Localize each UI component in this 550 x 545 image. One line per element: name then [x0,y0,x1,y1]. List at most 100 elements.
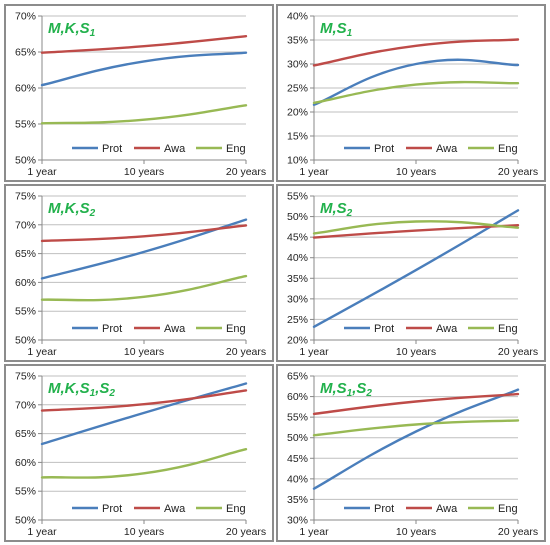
chart-title: M,K,S2 [48,200,95,219]
legend-label: Awa [436,503,458,515]
y-tick-label: 10% [287,155,308,167]
y-tick-label: 65% [287,371,308,383]
chart-svg: 10% 15% 20% 25% 30% 35% 40% 1 year 10 years 20 ye… [287,11,538,179]
title-text: M,S [320,20,347,37]
x-tick-label: 1 year [299,166,329,178]
x-tick-label: 20 years [498,346,538,358]
title-text: M,K,S [48,20,90,37]
series-line-awa [312,392,520,416]
y-tick-label: 50% [15,515,36,527]
y-tick-label: 35% [287,494,308,506]
y-tick-label: 60% [15,277,36,289]
y-tick-label: 15% [287,131,308,143]
y-tick-label: 60% [15,457,36,469]
legend-label: Awa [164,323,186,335]
chart-panel: M,S1 10% 15% 20% 25% 30% 35% 40% 1 year 10 years 2… [276,4,546,182]
x-tick-label: 1 year [299,526,329,538]
y-tick-label: 70% [15,219,36,231]
legend-label: Eng [226,143,246,155]
legend-label: Prot [374,503,394,515]
legend-label: Eng [498,143,518,155]
series-line-eng [312,220,520,235]
y-tick-label: 40% [287,11,308,23]
y-tick-label: 35% [287,273,308,285]
x-tick-label: 10 years [124,166,164,178]
y-tick-label: 35% [287,35,308,47]
y-tick-label: 30% [287,293,308,305]
y-tick-label: 20% [287,335,308,347]
x-tick-label: 1 year [27,346,57,358]
title-text: M,K,S [48,200,90,217]
y-tick-label: 55% [15,119,36,131]
legend-label: Prot [102,143,122,155]
y-tick-label: 55% [287,191,308,203]
chart-svg: 30% 35% 40% 45% 50% 55% 60% 65% 1 year 10 years 20… [287,371,538,539]
y-tick-label: 40% [287,473,308,485]
series-line-eng [40,104,248,125]
x-tick-label: 10 years [396,166,436,178]
chart-svg: 50% 55% 60% 65% 70% 75% 1 year 10 years 20 years… [15,371,266,539]
title-text: M,S [320,380,347,397]
chart-title: M,S2 [320,200,352,219]
legend-label: Eng [226,503,246,515]
title-subscript: 1 [346,28,353,39]
y-tick-label: 30% [287,59,308,71]
x-tick-label: 20 years [226,166,266,178]
legend-label: Prot [374,323,394,335]
x-tick-label: 1 year [27,526,57,538]
x-tick-label: 20 years [498,166,538,178]
series-line-prot [312,58,520,106]
title-subscript: 1 [89,388,96,399]
title-subscript: 1 [346,388,353,399]
x-tick-label: 1 year [299,346,329,358]
series-line-awa [312,38,520,67]
x-tick-label: 10 years [124,346,164,358]
x-tick-label: 10 years [396,526,436,538]
y-tick-label: 50% [15,335,36,347]
series-line-awa [40,35,248,54]
y-tick-label: 30% [287,515,308,527]
series-line-prot [312,388,520,490]
legend-label: Prot [374,143,394,155]
title-text: M,S [320,200,347,217]
y-tick-label: 75% [15,371,36,383]
series-line-prot [40,382,248,446]
series-line-prot [40,51,248,87]
series-line-eng [40,274,248,302]
title-text: M,K,S [48,380,90,397]
y-tick-label: 50% [287,211,308,223]
legend-label: Prot [102,503,122,515]
y-tick-label: 25% [287,314,308,326]
y-tick-label: 60% [287,391,308,403]
legend-label: Awa [164,143,186,155]
y-tick-label: 55% [15,486,36,498]
x-tick-label: 1 year [27,166,57,178]
title-subscript: 2 [89,208,96,219]
chart-panel: M,K,S1 50% 55% 60% 65% 70% 1 year 10 years 20 ye… [4,4,274,182]
y-tick-label: 55% [15,306,36,318]
series-line-awa [40,224,248,243]
y-tick-label: 55% [287,412,308,424]
chart-title: M,S1,S2 [320,380,372,399]
chart-panel: M,K,S2 50% 55% 60% 65% 70% 75% 1 year 10 years 20… [4,184,274,362]
legend-label: Awa [436,143,458,155]
chart-title: M,K,S1,S2 [48,380,115,399]
series-line-awa [40,389,248,412]
chart-svg: 50% 55% 60% 65% 70% 1 year 10 years 20 years Pro… [15,11,266,179]
y-tick-label: 45% [287,232,308,244]
y-tick-label: 70% [15,399,36,411]
y-tick-label: 65% [15,248,36,260]
y-tick-label: 70% [15,11,36,23]
chart-title: M,S1 [320,20,352,39]
series-line-awa [312,224,520,239]
chart-svg: 20% 25% 30% 35% 40% 45% 50% 55% 1 year 10 years 20… [287,191,538,359]
x-tick-label: 20 years [226,526,266,538]
y-tick-label: 50% [15,155,36,167]
legend-label: Prot [102,323,122,335]
y-tick-label: 40% [287,252,308,264]
y-tick-label: 65% [15,47,36,59]
legend-label: Eng [226,323,246,335]
legend-label: Eng [498,323,518,335]
chart-panel: M,S1,S2 30% 35% 40% 45% 50% 55% 60% 65% 1 year 10 … [276,364,546,542]
